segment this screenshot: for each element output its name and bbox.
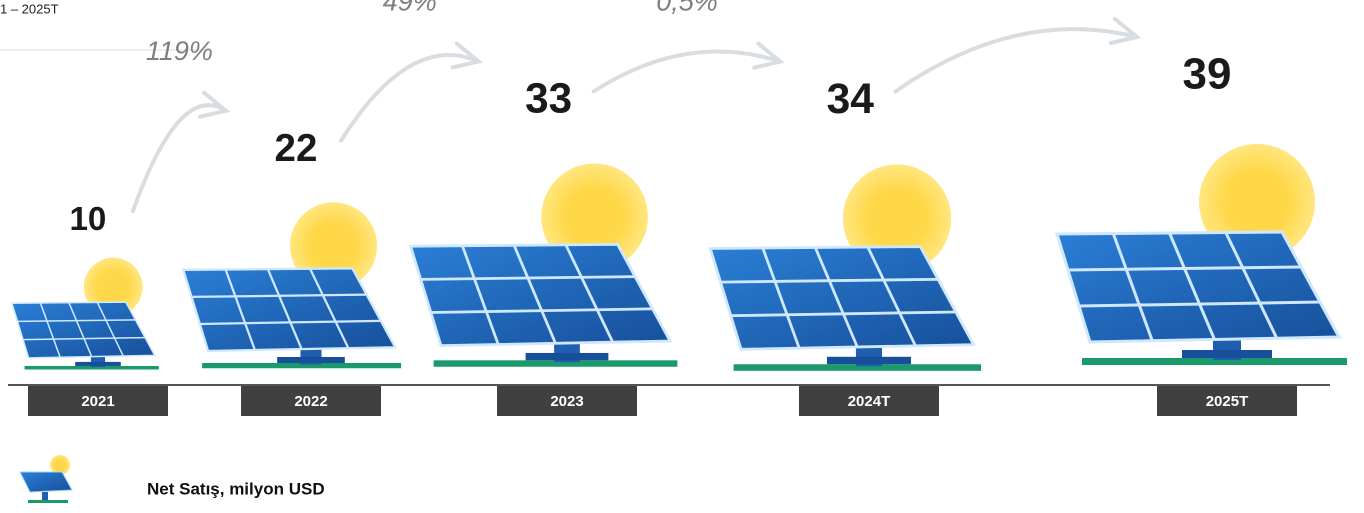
panel-grid xyxy=(96,302,124,357)
panel-grid xyxy=(17,319,136,323)
panel-grid xyxy=(730,310,956,318)
ground xyxy=(24,365,159,370)
ground xyxy=(733,364,982,371)
year-box xyxy=(799,386,939,416)
growth-label: 49% xyxy=(383,0,437,17)
growth-arrow xyxy=(130,90,231,214)
panel-grid xyxy=(39,302,61,358)
legend: Net Satış, milyon USD xyxy=(19,455,325,503)
legend-icon xyxy=(19,471,73,493)
panel-grid xyxy=(191,293,367,299)
x-tick-label: 2024T xyxy=(848,393,891,410)
panel-grid xyxy=(564,244,615,343)
value-label: 33 xyxy=(525,75,572,122)
legend-label: Net Satış, milyon USD xyxy=(147,479,325,498)
panel-group xyxy=(1054,144,1347,365)
panel-grid xyxy=(461,245,500,345)
ground xyxy=(202,362,402,369)
value-label: 10 xyxy=(69,201,106,238)
panel-group xyxy=(408,163,678,367)
post-base xyxy=(75,361,121,366)
panel-grid xyxy=(1224,231,1279,339)
panel-grid xyxy=(309,268,350,349)
panel-grid xyxy=(1168,232,1216,341)
panel-grid xyxy=(420,275,636,281)
year-box xyxy=(497,386,637,416)
subtitle: 1 – 2025T xyxy=(0,1,59,16)
post-base xyxy=(525,352,609,361)
x-tick-label: 2022 xyxy=(294,393,327,410)
panel xyxy=(1054,230,1342,344)
panel-grid xyxy=(199,319,381,326)
post-base xyxy=(277,356,345,363)
panel-grid xyxy=(512,244,557,344)
x-tick-label: 2021 xyxy=(81,393,114,410)
year-box xyxy=(1157,386,1297,416)
panel xyxy=(181,267,397,353)
panel-grid xyxy=(761,247,801,349)
panel-grid xyxy=(1067,265,1302,272)
panel-grid xyxy=(23,336,146,341)
growth-arrow xyxy=(338,41,484,143)
post-base xyxy=(826,356,912,365)
panel xyxy=(408,243,673,348)
growth-arrow xyxy=(591,41,785,94)
value-label: 39 xyxy=(1183,50,1232,99)
x-tick-label: 2025T xyxy=(1206,393,1249,410)
growth-label: 119% xyxy=(146,36,213,66)
panel-grid xyxy=(1111,232,1154,342)
panel-grid xyxy=(1078,300,1321,308)
year-box xyxy=(28,386,168,416)
panel-grid xyxy=(430,307,653,314)
growth-arrow xyxy=(893,17,1142,94)
panel-grid xyxy=(68,302,93,357)
panel-group xyxy=(708,164,982,371)
panel-group xyxy=(181,202,402,369)
panel-grid xyxy=(720,277,939,284)
growth-label: 0,5% xyxy=(656,0,718,17)
legend-ground xyxy=(28,500,68,503)
legend-sun xyxy=(50,455,70,475)
x-tick-label: 2023 xyxy=(550,393,583,410)
panel xyxy=(708,245,976,351)
ground xyxy=(1082,358,1347,365)
panel-grid xyxy=(224,269,256,351)
value-label: 22 xyxy=(275,127,318,170)
panel-grid xyxy=(814,247,859,348)
panel-grid xyxy=(866,246,917,347)
post-base xyxy=(1182,350,1272,358)
panel xyxy=(10,301,156,359)
year-box xyxy=(241,386,381,416)
panel-group xyxy=(10,257,159,370)
legend-post xyxy=(42,492,48,500)
value-label: 34 xyxy=(827,75,875,123)
ground xyxy=(433,360,678,367)
panel-grid xyxy=(266,268,303,350)
